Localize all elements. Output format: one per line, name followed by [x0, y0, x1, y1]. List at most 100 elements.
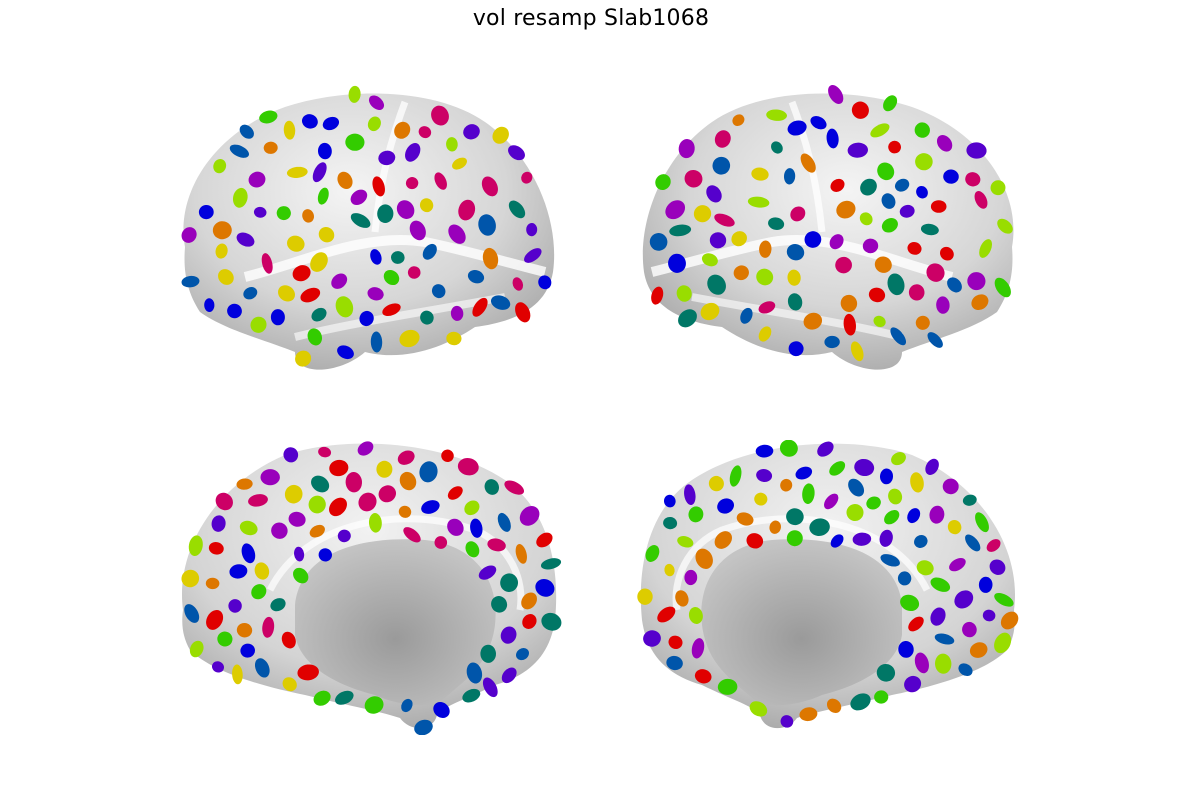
parcel-patch [850, 693, 871, 711]
parcel-patch [538, 275, 552, 290]
parcel-patch [962, 494, 977, 506]
parcel-patch [830, 534, 844, 548]
brain-view-right-medial [632, 440, 1022, 735]
parcel-patch [847, 142, 868, 158]
right-medial-svg [637, 440, 1019, 729]
parcel-patch [817, 441, 834, 457]
parcel-patch [450, 305, 464, 321]
parcel-patch [211, 515, 226, 532]
parcel-patch [312, 162, 327, 183]
parcel-patch [322, 116, 340, 131]
parcel-group [649, 85, 1013, 362]
parcel-patch [297, 664, 319, 681]
parcel-patch [212, 661, 224, 673]
parcel-patch [969, 642, 988, 658]
parcel-patch [376, 460, 393, 478]
parcel-patch [695, 548, 713, 569]
parcel-patch [335, 690, 354, 705]
parcel-patch [248, 494, 268, 507]
parcel-patch [540, 558, 562, 570]
parcel-patch [208, 542, 224, 555]
parcel-patch [888, 140, 901, 154]
parcel-patch [229, 144, 250, 158]
parcel-patch [188, 535, 203, 557]
parcel-patch [259, 110, 278, 124]
parcel-patch [714, 531, 732, 549]
parcel-patch [419, 198, 434, 213]
parcel-patch [420, 310, 434, 325]
parcel-patch [310, 252, 328, 272]
parcel-patch [758, 326, 772, 342]
parcel-patch [910, 472, 924, 493]
parcel-patch [848, 478, 865, 497]
parcel-patch [717, 498, 734, 514]
parcel-patch [655, 174, 671, 191]
parcel-patch [846, 504, 864, 521]
parcel-patch [890, 327, 907, 346]
parcel-patch [989, 559, 1006, 575]
parcel-patch [447, 486, 463, 500]
parcel-patch [768, 217, 785, 230]
parcel-patch [947, 519, 962, 535]
parcel-patch [877, 162, 895, 181]
parcel-patch [668, 253, 686, 273]
parcel-patch [337, 171, 353, 190]
parcel-patch [908, 616, 924, 632]
parcel-patch [311, 475, 330, 493]
parcel-patch [766, 109, 787, 121]
parcel-patch [736, 512, 754, 526]
parcel-patch [870, 123, 890, 138]
parcel-patch [888, 488, 903, 505]
parcel-patch [217, 631, 233, 647]
parcel-patch [337, 529, 351, 543]
parcel-patch [526, 223, 538, 237]
parcel-patch [891, 452, 906, 466]
parcel-patch [414, 719, 433, 735]
parcel-patch [914, 535, 928, 548]
parcel-patch [740, 307, 753, 324]
parcel-patch [399, 329, 420, 348]
parcel-patch [403, 527, 421, 543]
parcel-patch [986, 539, 1001, 552]
parcel-patch [691, 638, 705, 659]
parcel-patch [292, 265, 311, 282]
parcel-patch [422, 243, 437, 260]
parcel-patch [492, 126, 509, 144]
right-lateral-svg [642, 85, 1014, 370]
parcel-patch [478, 565, 497, 580]
parcel-patch [232, 187, 248, 208]
parcel-patch [521, 171, 533, 184]
parcel-patch [478, 214, 496, 236]
parcel-patch [446, 137, 458, 152]
parcel-patch [930, 577, 951, 592]
parcel-patch [769, 520, 781, 534]
parcel-patch [350, 213, 371, 228]
parcel-patch [925, 458, 939, 475]
parcel-patch [301, 114, 318, 129]
parcel-patch [345, 133, 365, 151]
parcel-patch [282, 677, 297, 692]
parcel-patch [990, 180, 1006, 196]
parcel-patch [308, 495, 326, 514]
parcel-patch [747, 196, 770, 208]
parcel-patch [677, 536, 694, 548]
parcel-patch [512, 277, 524, 291]
parcel-patch [979, 239, 992, 258]
parcel-patch [481, 176, 498, 197]
parcel-patch [283, 447, 299, 463]
parcel-patch [879, 468, 894, 485]
parcel-patch [215, 243, 228, 259]
parcel-patch [729, 465, 742, 487]
parcel-patch [732, 114, 745, 127]
parcel-patch [958, 663, 973, 677]
parcel-patch [693, 205, 712, 223]
parcel-patch [854, 458, 875, 477]
parcel-patch [663, 494, 676, 508]
parcel-patch [701, 253, 718, 267]
parcel-patch [181, 227, 197, 243]
left-medial-svg [181, 441, 562, 735]
parcel-patch [678, 139, 695, 159]
parcel-patch [786, 243, 805, 261]
parcel-patch [213, 159, 227, 174]
parcel-patch [804, 231, 822, 248]
